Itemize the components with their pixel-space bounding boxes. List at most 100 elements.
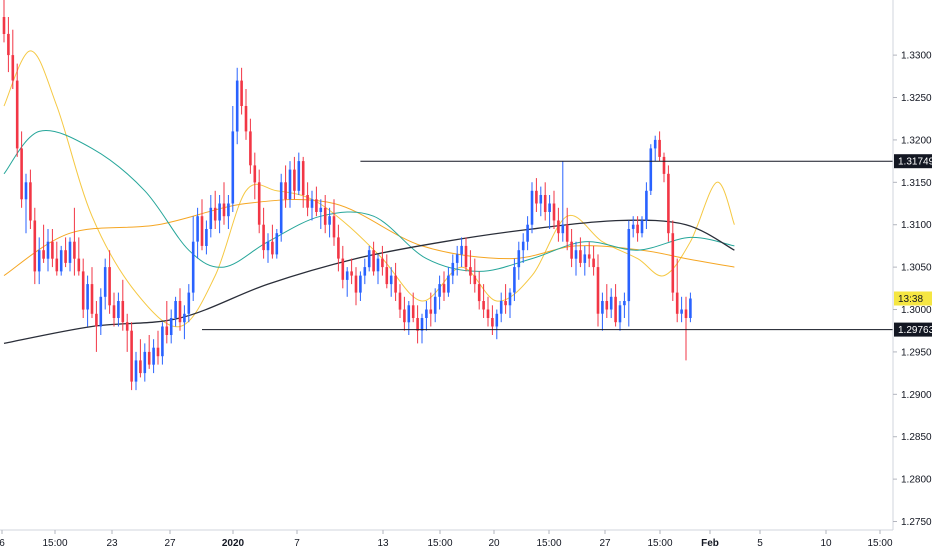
- horizontal-levels[interactable]: [202, 160, 893, 331]
- candle[interactable]: [209, 195, 213, 238]
- candle[interactable]: [420, 313, 424, 344]
- candle[interactable]: [508, 288, 512, 318]
- candle[interactable]: [121, 279, 125, 331]
- candle[interactable]: [579, 237, 582, 268]
- candle[interactable]: [77, 237, 81, 276]
- candle[interactable]: [2, 0, 6, 43]
- candle[interactable]: [15, 63, 19, 157]
- candle[interactable]: [143, 343, 147, 382]
- candle[interactable]: [134, 351, 138, 391]
- candle[interactable]: [301, 156, 305, 208]
- candle[interactable]: [636, 216, 639, 242]
- candle[interactable]: [315, 186, 318, 217]
- candle[interactable]: [323, 195, 327, 234]
- candle[interactable]: [51, 229, 54, 268]
- candle[interactable]: [191, 216, 195, 301]
- candle[interactable]: [680, 296, 683, 323]
- candle[interactable]: [161, 322, 164, 365]
- candle[interactable]: [535, 178, 538, 212]
- candle[interactable]: [257, 169, 261, 234]
- candle[interactable]: [11, 29, 15, 89]
- candle[interactable]: [235, 67, 239, 145]
- candle[interactable]: [596, 254, 600, 327]
- candle[interactable]: [627, 220, 631, 327]
- candle[interactable]: [539, 186, 543, 217]
- candle[interactable]: [266, 233, 270, 263]
- candle[interactable]: [46, 229, 50, 272]
- candle[interactable]: [231, 106, 235, 212]
- candle[interactable]: [592, 245, 595, 276]
- candle[interactable]: [337, 224, 340, 272]
- candle[interactable]: [447, 267, 450, 297]
- candle[interactable]: [403, 296, 406, 331]
- candle[interactable]: [275, 229, 279, 259]
- candle[interactable]: [147, 335, 151, 369]
- candle[interactable]: [169, 309, 173, 344]
- candle[interactable]: [306, 182, 309, 217]
- candle[interactable]: [473, 258, 477, 293]
- candle[interactable]: [165, 301, 169, 344]
- candle[interactable]: [411, 292, 415, 323]
- candle[interactable]: [279, 173, 283, 242]
- candle[interactable]: [631, 216, 635, 238]
- candle[interactable]: [187, 284, 191, 323]
- candle[interactable]: [455, 245, 459, 276]
- candle[interactable]: [521, 233, 525, 263]
- candle[interactable]: [640, 216, 644, 238]
- candle[interactable]: [95, 301, 98, 352]
- candle[interactable]: [662, 152, 666, 183]
- candle[interactable]: [103, 258, 107, 310]
- candle[interactable]: [675, 258, 679, 323]
- candle[interactable]: [99, 288, 103, 335]
- candle[interactable]: [667, 165, 670, 242]
- candle[interactable]: [354, 267, 358, 306]
- candle[interactable]: [561, 161, 565, 242]
- candle[interactable]: [469, 250, 472, 285]
- candle[interactable]: [394, 262, 397, 301]
- candle[interactable]: [55, 241, 59, 276]
- candle[interactable]: [178, 288, 182, 331]
- candle[interactable]: [42, 224, 45, 263]
- candle[interactable]: [244, 89, 248, 140]
- candle[interactable]: [345, 267, 349, 297]
- candle[interactable]: [253, 152, 257, 200]
- candle[interactable]: [653, 135, 657, 162]
- candle[interactable]: [227, 195, 230, 229]
- candle[interactable]: [557, 207, 560, 242]
- candle[interactable]: [328, 207, 331, 238]
- candle[interactable]: [499, 292, 503, 323]
- candle[interactable]: [513, 258, 516, 301]
- candle[interactable]: [37, 237, 41, 285]
- candle[interactable]: [152, 339, 155, 374]
- candle[interactable]: [24, 173, 28, 234]
- candle[interactable]: [684, 296, 688, 361]
- candle[interactable]: [363, 258, 367, 285]
- candle[interactable]: [205, 220, 208, 255]
- candle[interactable]: [381, 245, 384, 276]
- candle[interactable]: [530, 182, 534, 234]
- candle[interactable]: [297, 152, 301, 195]
- candle[interactable]: [583, 245, 587, 276]
- candle[interactable]: [125, 313, 129, 352]
- candle[interactable]: [570, 229, 573, 268]
- candle[interactable]: [605, 284, 609, 318]
- candle[interactable]: [486, 296, 490, 327]
- candle[interactable]: [81, 258, 85, 318]
- candle[interactable]: [398, 284, 402, 318]
- candle[interactable]: [332, 199, 336, 246]
- candle[interactable]: [86, 275, 89, 327]
- candle[interactable]: [482, 284, 485, 318]
- candle[interactable]: [671, 220, 675, 302]
- candle[interactable]: [442, 271, 446, 301]
- candle[interactable]: [433, 288, 437, 323]
- candle[interactable]: [359, 271, 362, 301]
- candle[interactable]: [222, 182, 226, 225]
- candle[interactable]: [623, 292, 626, 318]
- candle[interactable]: [438, 275, 441, 310]
- candle[interactable]: [614, 284, 617, 327]
- candle[interactable]: [425, 301, 428, 331]
- candle[interactable]: [183, 305, 186, 340]
- candle[interactable]: [218, 195, 221, 234]
- candle[interactable]: [416, 305, 419, 344]
- candle[interactable]: [658, 131, 661, 162]
